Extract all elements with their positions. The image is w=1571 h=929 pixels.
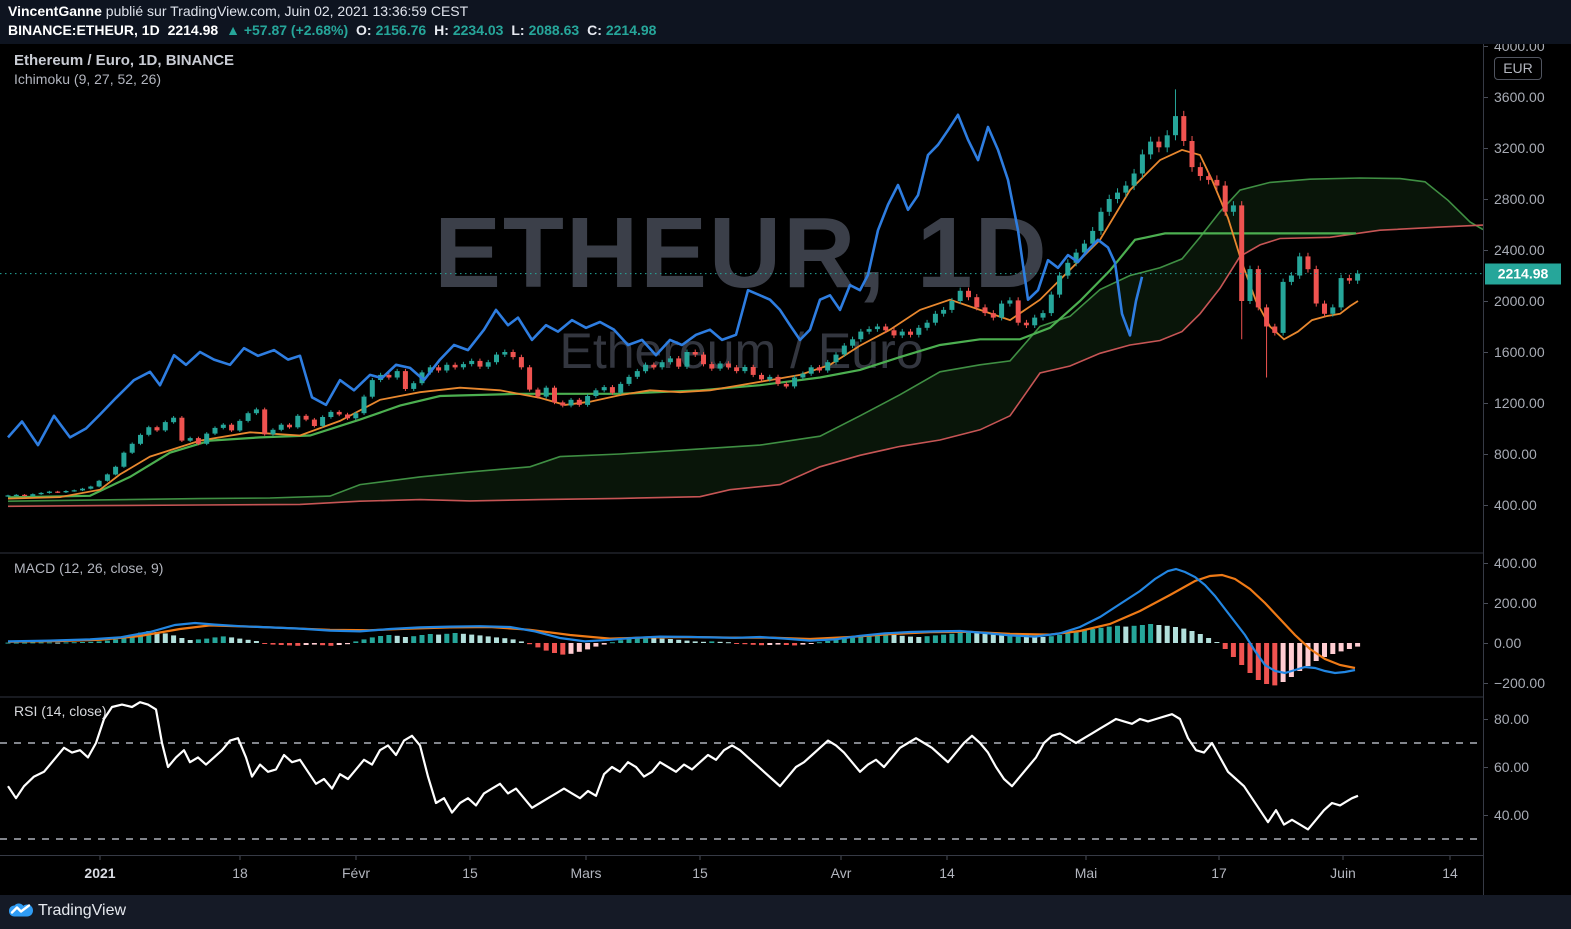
macd-signal-line bbox=[7, 573, 1356, 670]
rsi-axis-label: 40.00 bbox=[1494, 807, 1530, 823]
time-axis-tick bbox=[1218, 856, 1220, 860]
price-axis-label: 1600.00 bbox=[1494, 344, 1545, 360]
time-axis-label: Mars bbox=[570, 865, 602, 881]
time-axis-tick bbox=[239, 856, 241, 860]
rsi-axis-label: 80.00 bbox=[1494, 711, 1530, 727]
price-axis[interactable]: EUR 2214.98 4000.00 3600.00 3200.00 2800.00… bbox=[1483, 38, 1571, 895]
price-axis-label-tick bbox=[1484, 46, 1488, 47]
candlesticks bbox=[5, 89, 1361, 497]
price-axis-label-tick bbox=[1484, 148, 1488, 149]
publication-line: VincentGanne publié sur TradingView.com,… bbox=[8, 3, 468, 19]
time-axis-tick bbox=[840, 856, 842, 860]
open-label: O: bbox=[356, 22, 372, 38]
chikou-line bbox=[7, 113, 1144, 447]
time-axis-label: Mai bbox=[1074, 865, 1098, 881]
time-axis-tick bbox=[99, 856, 101, 860]
last-price-text: 2214.98 bbox=[167, 22, 219, 38]
symbol-name: BINANCE:ETHEUR, 1D bbox=[8, 22, 160, 38]
macd-axis-label: 0.00 bbox=[1494, 635, 1522, 651]
chart-svg bbox=[0, 89, 1483, 840]
macd-pane bbox=[5, 567, 1361, 686]
time-axis-tick bbox=[699, 856, 701, 860]
time-axis-label: 15 bbox=[462, 865, 478, 881]
price-axis-label: 3200.00 bbox=[1494, 140, 1545, 156]
price-axis-label: 2400.00 bbox=[1494, 242, 1545, 258]
time-axis-tick bbox=[585, 856, 587, 860]
publication-text: publié sur TradingView.com, Juin 02, 202… bbox=[101, 3, 469, 19]
price-axis-label-tick bbox=[1484, 301, 1488, 302]
price-axis-label: 2000.00 bbox=[1494, 293, 1545, 309]
footer-brand-text[interactable]: TradingView bbox=[38, 902, 127, 919]
time-axis-tick bbox=[469, 856, 471, 860]
price-axis-label-tick bbox=[1484, 505, 1488, 506]
macd-axis-label-tick bbox=[1484, 683, 1488, 684]
rsi-indicator-label[interactable]: RSI (14, close) bbox=[14, 703, 107, 719]
open-value: 2156.76 bbox=[375, 22, 427, 38]
price-change-text: ▲ +57.87 (+2.68%) bbox=[226, 22, 349, 38]
rsi-pane bbox=[0, 701, 1483, 840]
rsi-line bbox=[7, 701, 1359, 831]
high-value: 2234.03 bbox=[452, 22, 504, 38]
senkou-a-line bbox=[7, 177, 1483, 502]
macd-axis-label-tick bbox=[1484, 563, 1488, 564]
currency-badge[interactable]: EUR bbox=[1494, 57, 1542, 80]
footer-bar: TradingView bbox=[0, 895, 1571, 929]
chart-canvas[interactable]: ETHEUR, 1D Ethereum / Euro Ethereum / Eu… bbox=[0, 44, 1483, 855]
macd-axis-label: 400.00 bbox=[1494, 555, 1537, 571]
rsi-axis-label-tick bbox=[1484, 767, 1488, 768]
time-axis-tick bbox=[946, 856, 948, 860]
low-label: L: bbox=[511, 22, 525, 38]
low-value: 2088.63 bbox=[528, 22, 580, 38]
price-axis-label-tick bbox=[1484, 199, 1488, 200]
price-axis-label-tick bbox=[1484, 250, 1488, 251]
price-axis-label: 400.00 bbox=[1494, 497, 1537, 513]
rsi-axis-label-tick bbox=[1484, 719, 1488, 720]
macd-main-line bbox=[7, 567, 1356, 675]
price-axis-label: 1200.00 bbox=[1494, 395, 1545, 411]
time-axis-label: 15 bbox=[692, 865, 708, 881]
price-axis-label-tick bbox=[1484, 352, 1488, 353]
time-axis-label: 2021 bbox=[84, 865, 116, 881]
time-axis-tick bbox=[1342, 856, 1344, 860]
macd-axis-label-tick bbox=[1484, 643, 1488, 644]
time-axis-label: Juin bbox=[1330, 865, 1356, 881]
price-axis-label-tick bbox=[1484, 403, 1488, 404]
author-name: VincentGanne bbox=[8, 3, 102, 19]
time-axis-label: Févr bbox=[342, 865, 370, 881]
ichimoku-indicator-label[interactable]: Ichimoku (9, 27, 52, 26) bbox=[14, 71, 162, 87]
time-axis-tick bbox=[355, 856, 357, 860]
price-axis-label-tick bbox=[1484, 97, 1488, 98]
close-value: 2214.98 bbox=[605, 22, 657, 38]
macd-indicator-label[interactable]: MACD (12, 26, close, 9) bbox=[14, 560, 164, 576]
macd-axis-label: 200.00 bbox=[1494, 595, 1537, 611]
tradingview-logo-icon[interactable] bbox=[8, 902, 34, 922]
macd-axis-label-tick bbox=[1484, 603, 1488, 604]
price-axis-label: 800.00 bbox=[1494, 446, 1537, 462]
time-axis-label: 18 bbox=[232, 865, 248, 881]
symbol-info-line: BINANCE:ETHEUR, 1D 2214.98 ▲ +57.87 (+2.… bbox=[8, 22, 660, 38]
macd-axis-label: −200.00 bbox=[1494, 675, 1545, 691]
senkou-b-line bbox=[7, 224, 1483, 508]
close-label: C: bbox=[587, 22, 602, 38]
rsi-axis-label: 60.00 bbox=[1494, 759, 1530, 775]
price-axis-label: 3600.00 bbox=[1494, 89, 1545, 105]
time-axis[interactable]: 2021 18 Févr 15 Mars 15 Avr 14 Mai 17 Juin 14 bbox=[0, 855, 1483, 895]
header-bar: VincentGanne publié sur TradingView.com,… bbox=[0, 0, 1571, 44]
time-axis-label: 17 bbox=[1211, 865, 1227, 881]
time-axis-label: 14 bbox=[939, 865, 955, 881]
chart-title[interactable]: Ethereum / Euro, 1D, BINANCE bbox=[14, 52, 235, 69]
price-axis-label: 2800.00 bbox=[1494, 191, 1545, 207]
time-axis-tick bbox=[1085, 856, 1087, 860]
price-axis-label-tick bbox=[1484, 454, 1488, 455]
time-axis-tick bbox=[1449, 856, 1451, 860]
rsi-axis-label-tick bbox=[1484, 815, 1488, 816]
ichimoku-cloud bbox=[8, 178, 1483, 507]
time-axis-label: Avr bbox=[830, 865, 852, 881]
last-price-badge: 2214.98 bbox=[1485, 263, 1561, 285]
time-axis-label: 14 bbox=[1442, 865, 1458, 881]
high-label: H: bbox=[434, 22, 449, 38]
